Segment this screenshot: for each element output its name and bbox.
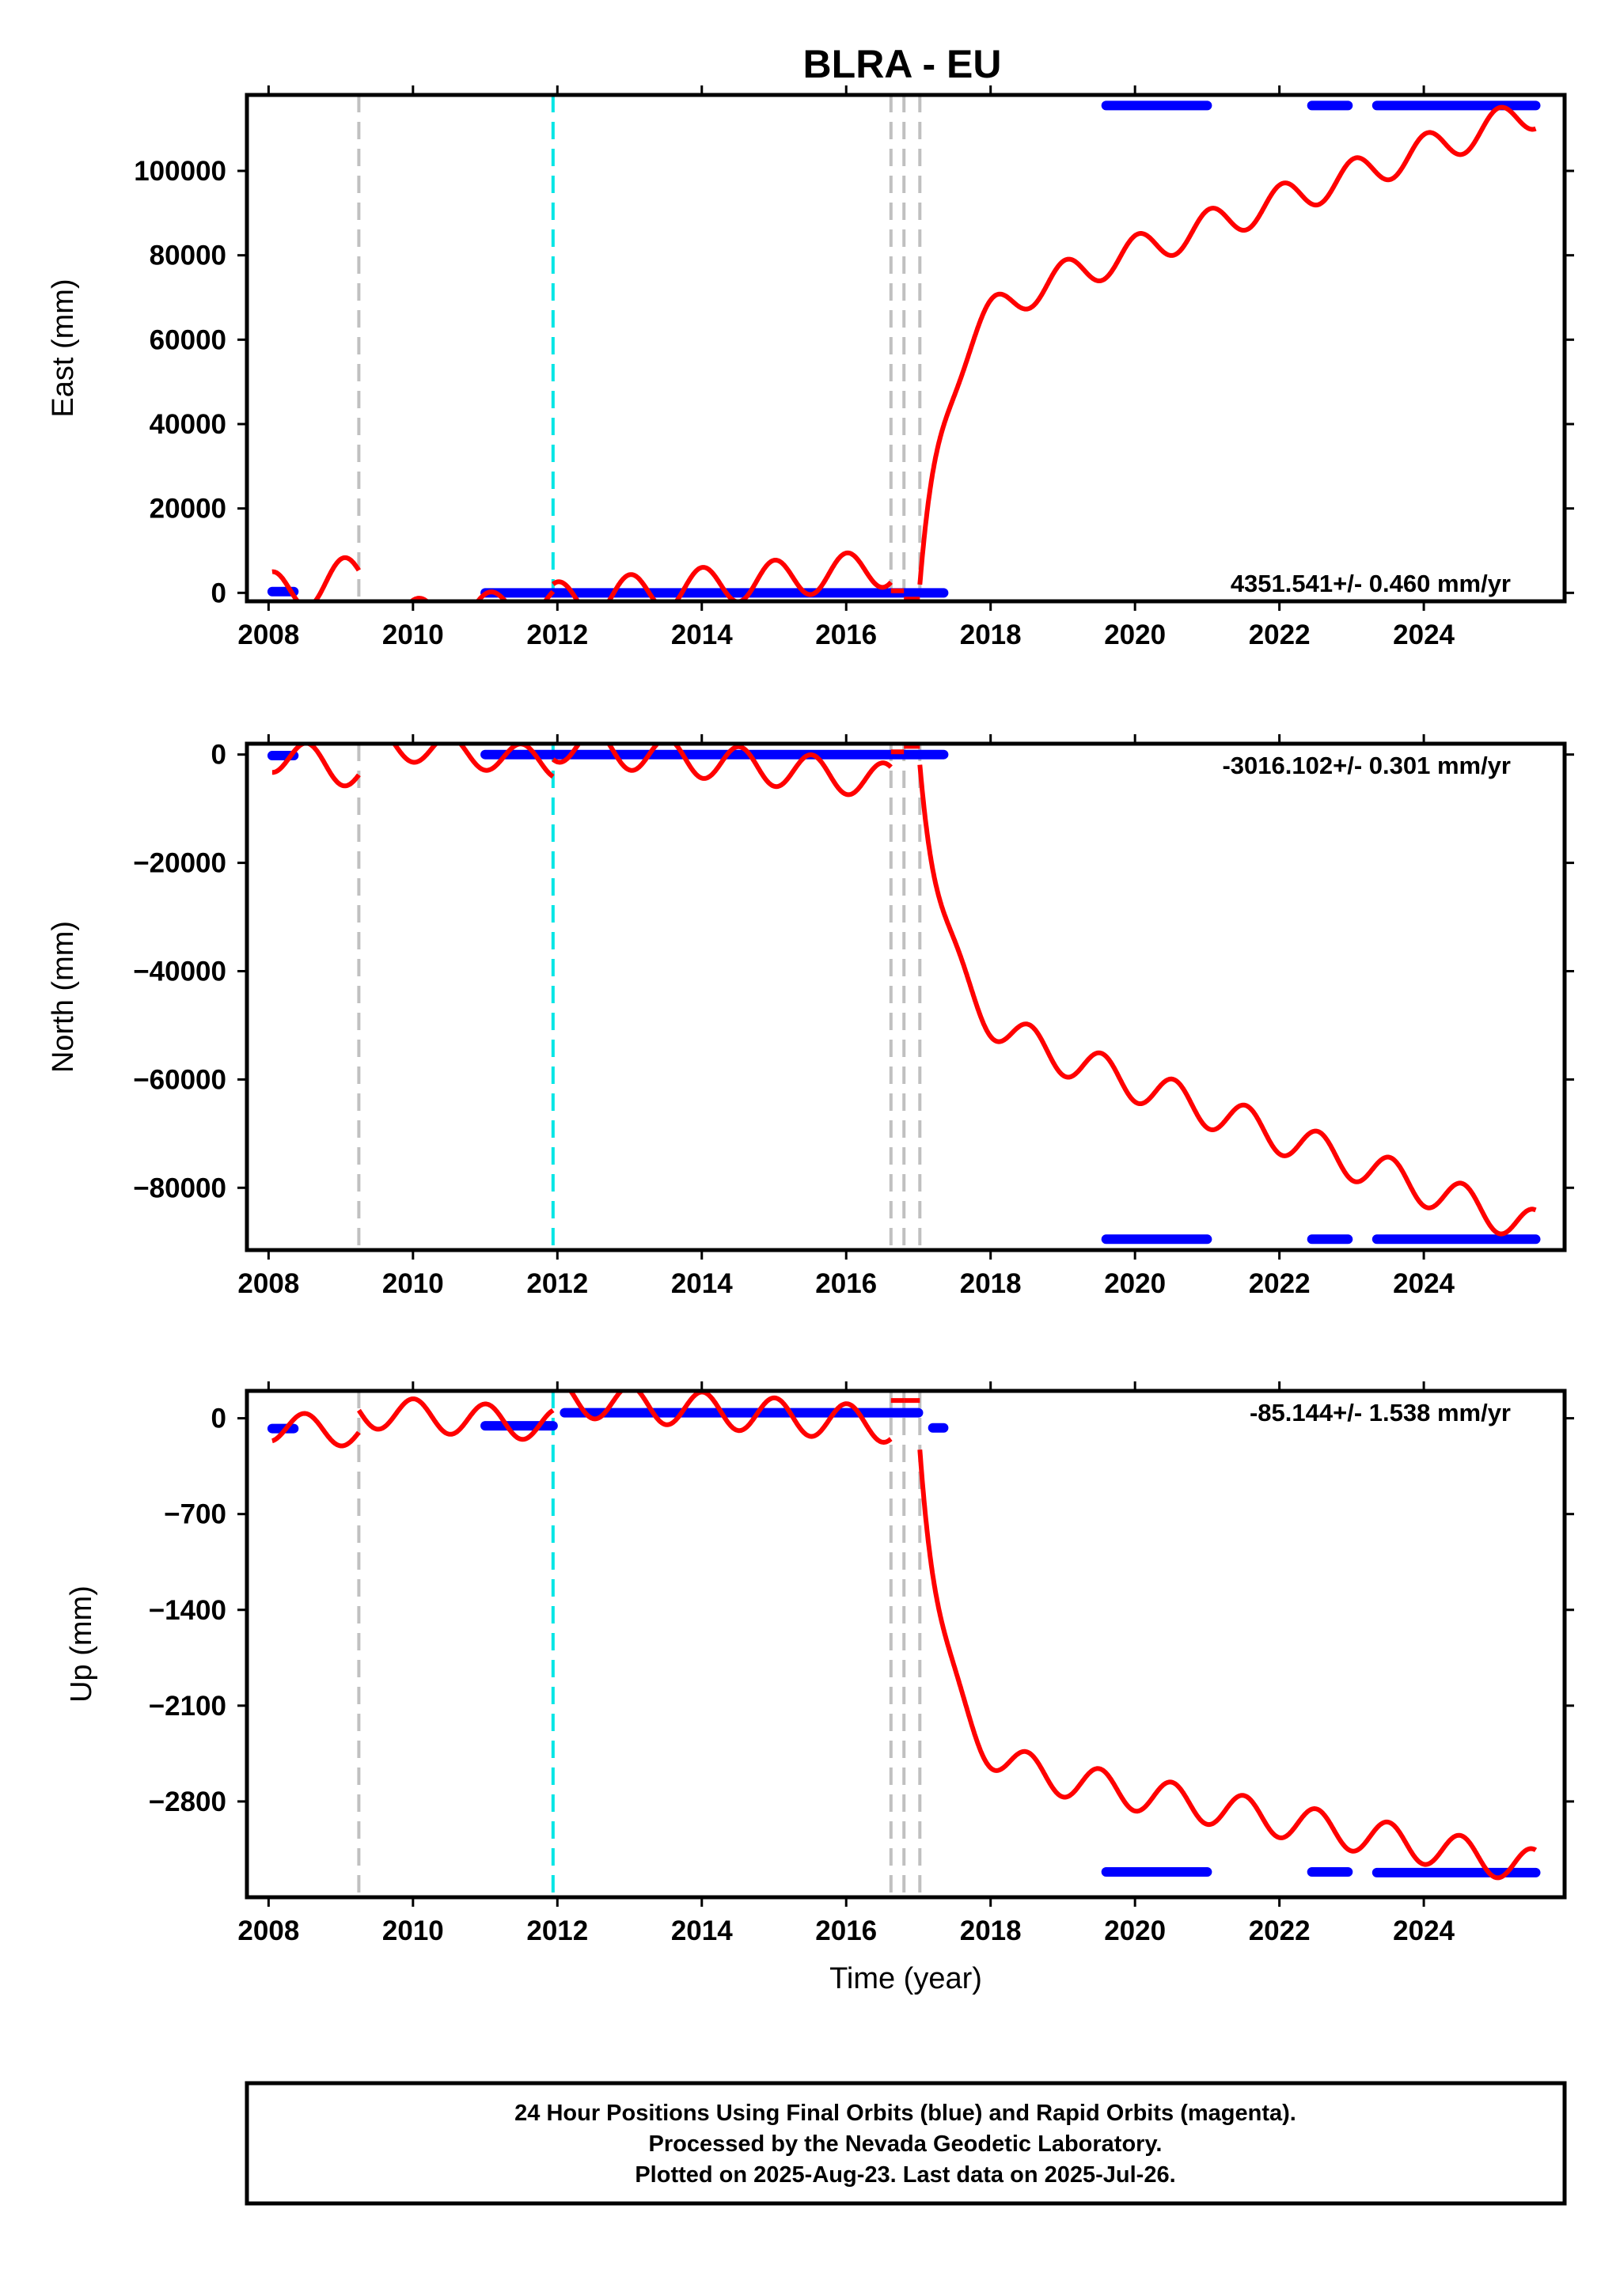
plot-area [267, 744, 1541, 1250]
y-tick-label: −60000 [133, 1064, 226, 1095]
x-tick-label: 2012 [526, 1915, 588, 1946]
x-tick-label: 2014 [671, 1268, 733, 1299]
x-tick-label: 2020 [1104, 619, 1166, 650]
y-tick-label: 0 [211, 1404, 226, 1434]
plot-frame [245, 93, 1567, 604]
y-tick-label: −2800 [149, 1786, 226, 1817]
x-tick-label: 2012 [526, 1268, 588, 1299]
plot-frame [245, 1389, 1567, 1900]
y-tick-label: 60000 [150, 324, 226, 355]
rate-annotation: 4351.541+/- 0.460 mm/yr [1231, 570, 1511, 597]
rate-annotation: -85.144+/- 1.538 mm/yr [1250, 1399, 1511, 1426]
x-tick-label: 2012 [526, 619, 588, 650]
x-tick-label: 2016 [815, 1915, 877, 1946]
model-curve-segment [551, 550, 893, 601]
x-tick-label: 2018 [960, 1268, 1022, 1299]
model-curve-segment [356, 1396, 556, 1442]
model-curve-segment [551, 744, 893, 798]
x-tick-label: 2020 [1104, 1915, 1166, 1946]
y-tick-label: −1400 [149, 1595, 226, 1626]
x-tick-label: 2008 [237, 1915, 299, 1946]
x-tick-label: 2008 [237, 1268, 299, 1299]
plot-area [267, 95, 1541, 601]
model-curve-segment [917, 104, 1538, 585]
east-panel: 2008 2010 2012 2014 2016 2018 2020 2022 2024 0 200… [47, 85, 1574, 650]
y-tick-label: 100000 [134, 156, 226, 187]
x-tick-label: 2016 [815, 619, 877, 650]
x-axis-label: Time (year) [829, 1962, 982, 1995]
y-axis-label: North (mm) [47, 921, 80, 1073]
x-tick-label: 2010 [382, 1915, 444, 1946]
rate-annotation: -3016.102+/- 0.301 mm/yr [1222, 752, 1511, 779]
figure-title: BLRA - EU [803, 42, 1002, 86]
y-axis-label: Up (mm) [65, 1586, 98, 1703]
y-tick-label: 40000 [150, 409, 226, 440]
up-panel: 2008 2010 2012 2014 2016 2018 2020 2022 2024 0 −70… [65, 1381, 1574, 1995]
north-panel: 2008 2010 2012 2014 2016 2018 2020 2022 2024 0 −20… [47, 734, 1574, 1299]
model-curve-segment [917, 1449, 1538, 1881]
model-curve-segment [567, 1391, 893, 1445]
x-tick-label: 2018 [960, 1915, 1022, 1946]
y-axis-label: East (mm) [47, 278, 80, 417]
x-tick-label: 2016 [815, 1268, 877, 1299]
plot-area [267, 1391, 1541, 1897]
y-tick-label: −2100 [149, 1691, 226, 1722]
x-tick-label: 2020 [1104, 1268, 1166, 1299]
x-tick-label: 2024 [1393, 1915, 1455, 1946]
y-tick-label: 80000 [150, 241, 226, 271]
x-tick-label: 2022 [1249, 619, 1311, 650]
x-tick-label: 2014 [671, 619, 733, 650]
x-tick-label: 2022 [1249, 1268, 1311, 1299]
footer-line-plotted: Plotted on 2025-Aug-23. Last data on 202… [635, 2162, 1175, 2188]
x-tick-label: 2010 [382, 619, 444, 650]
x-tick-label: 2014 [671, 1915, 733, 1946]
model-curve-segment [270, 744, 361, 789]
footer-line-orbits: 24 Hour Positions Using Final Orbits (bl… [514, 2101, 1296, 2126]
x-tick-label: 2022 [1249, 1915, 1311, 1946]
footer-line-processed: Processed by the Nevada Geodetic Laborat… [649, 2131, 1163, 2157]
model-curve-segment [270, 1411, 361, 1449]
y-tick-label: 0 [211, 578, 226, 608]
x-tick-label: 2008 [237, 619, 299, 650]
model-curve-segment [917, 764, 1538, 1237]
plot-frame [245, 741, 1567, 1252]
x-tick-label: 2010 [382, 1268, 444, 1299]
y-tick-label: −20000 [133, 848, 226, 879]
y-tick-label: 20000 [150, 494, 226, 525]
y-tick-label: −700 [164, 1499, 226, 1530]
x-tick-label: 2024 [1393, 1268, 1455, 1299]
footer-frame [245, 2081, 1567, 2206]
x-tick-label: 2024 [1393, 619, 1455, 650]
footer-box: 24 Hour Positions Using Final Orbits (bl… [245, 2081, 1567, 2206]
y-tick-label: 0 [211, 740, 226, 771]
y-tick-label: −80000 [133, 1173, 226, 1203]
y-tick-label: −40000 [133, 956, 226, 987]
x-tick-label: 2018 [960, 619, 1022, 650]
